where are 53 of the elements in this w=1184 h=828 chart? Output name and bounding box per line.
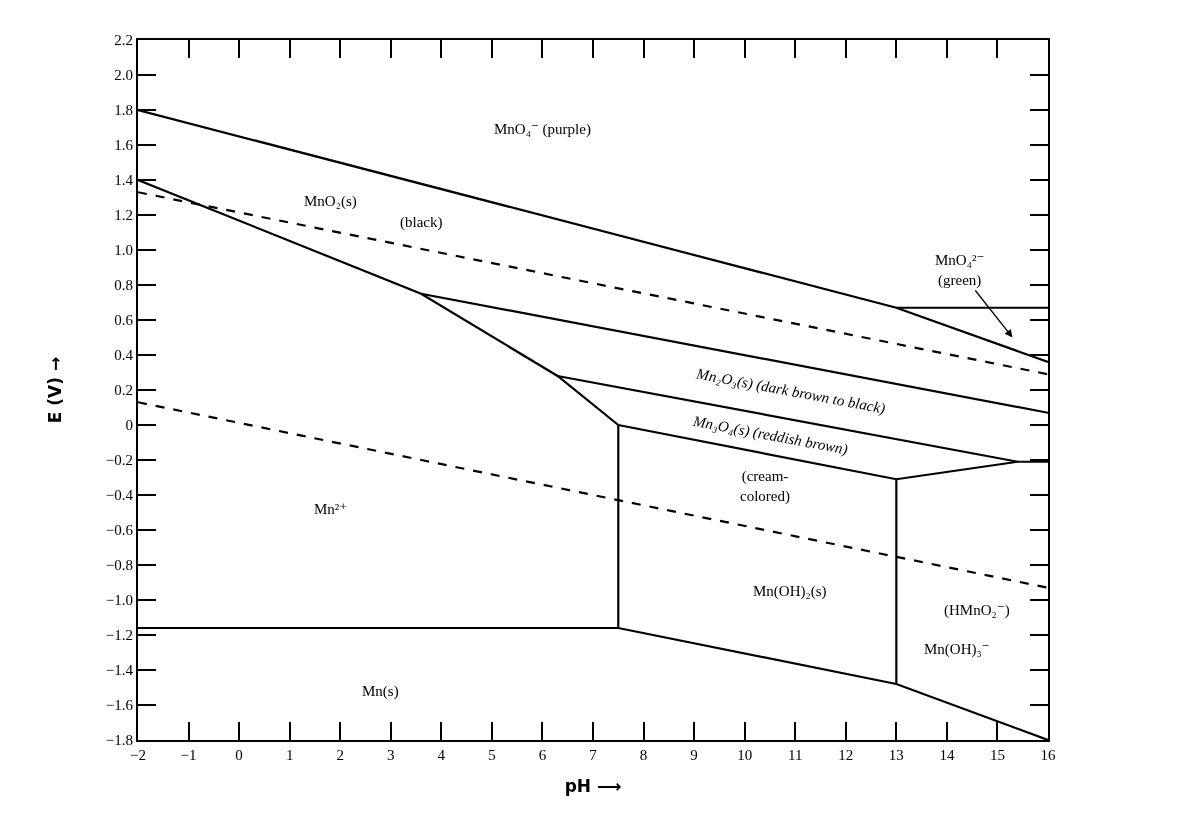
- y-tick-label: 0.4: [114, 347, 134, 364]
- y-tick-label: 0.6: [114, 312, 134, 329]
- y-tick-label: 0: [125, 417, 133, 434]
- x-tick-label: 9: [690, 747, 698, 763]
- x-tick-label: 13: [888, 747, 904, 763]
- annotation: Mn(OH)₃⁻: [924, 641, 990, 658]
- x-axis-title: pH ⟶: [564, 775, 622, 796]
- y-tick-label: 2.0: [114, 67, 133, 84]
- x-tick-label: 15: [989, 747, 1005, 763]
- x-tick-label: 14: [939, 747, 955, 763]
- y-tick-label: 1.4: [114, 172, 134, 189]
- annotation: (black): [400, 214, 443, 231]
- y-tick-label: 1.2: [114, 207, 133, 224]
- annotation: (HMnO₂⁻): [944, 602, 1010, 619]
- y-tick-label: 1.8: [114, 102, 133, 119]
- y-tick-label: −1.4: [105, 662, 134, 679]
- x-tick-label: 0: [235, 747, 243, 763]
- y-tick-label: 1.6: [114, 137, 134, 154]
- x-tick-label: 7: [589, 747, 598, 763]
- annotation: Mn(OH)₂(s): [753, 583, 827, 600]
- x-tick-label: 6: [538, 747, 547, 763]
- y-tick-label: −1.2: [105, 627, 133, 644]
- y-tick-label: 1.0: [114, 242, 133, 259]
- x-tick-label: 5: [488, 747, 496, 763]
- x-tick-label: −1: [180, 747, 197, 763]
- x-tick-label: −2: [130, 747, 146, 763]
- x-tick-label: 2: [336, 747, 344, 763]
- annotation: Mn²⁺: [314, 501, 348, 517]
- x-tick-label: 10: [737, 747, 753, 763]
- y-tick-label: −0.2: [105, 452, 133, 469]
- x-tick-label: 4: [437, 747, 446, 763]
- y-tick-label: 0.2: [114, 382, 133, 399]
- annotation: (cream- colored): [740, 468, 790, 505]
- y-axis-title: E (V) →: [44, 356, 65, 424]
- y-tick-label: 0.8: [114, 277, 133, 294]
- x-tick-label: 1: [285, 747, 294, 763]
- annotation: MnO₂(s): [304, 193, 357, 210]
- x-tick-label: 11: [787, 747, 803, 763]
- annotation: Mn₃O₄(s) (reddish brown): [690, 412, 850, 459]
- y-tick-label: −1.0: [105, 592, 133, 609]
- x-tick-label: 12: [838, 747, 854, 763]
- y-tick-label: −0.6: [105, 522, 134, 539]
- x-tick-label: 3: [387, 747, 395, 763]
- annotation: Mn(s): [362, 683, 399, 700]
- y-tick-label: −1.6: [105, 697, 134, 714]
- y-tick-label: −0.8: [105, 557, 133, 574]
- annotation: MnO₄⁻ (purple): [494, 121, 591, 138]
- y-tick-label: −1.8: [105, 732, 133, 749]
- y-tick-label: 2.2: [114, 32, 133, 49]
- annotation: MnO₄²⁻ (green): [935, 252, 985, 289]
- x-tick-label: 16: [1040, 747, 1056, 763]
- x-tick-label: 8: [639, 747, 648, 763]
- y-tick-label: −0.4: [105, 487, 134, 504]
